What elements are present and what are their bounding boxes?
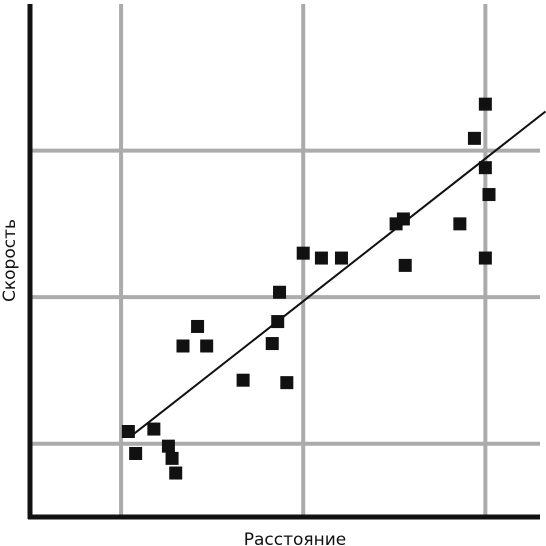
data-point-13 bbox=[273, 285, 287, 299]
data-point-6 bbox=[169, 466, 183, 480]
data-point-5 bbox=[165, 451, 179, 465]
data-point-22 bbox=[467, 131, 481, 145]
data-point-19 bbox=[396, 212, 410, 226]
data-point-3 bbox=[147, 422, 161, 436]
data-point-1 bbox=[121, 425, 135, 438]
data-point-16 bbox=[314, 251, 328, 265]
data-point-4 bbox=[161, 439, 175, 453]
data-point-25 bbox=[478, 251, 492, 265]
y-axis-label: Скорость bbox=[0, 219, 20, 302]
data-point-26 bbox=[482, 188, 496, 202]
data-point-11 bbox=[265, 337, 279, 351]
data-point-8 bbox=[191, 319, 205, 333]
data-point-10 bbox=[236, 373, 250, 387]
data-point-24 bbox=[478, 161, 492, 175]
data-point-20 bbox=[398, 258, 412, 272]
grid-lines bbox=[30, 4, 540, 517]
data-points bbox=[121, 97, 496, 480]
data-point-7 bbox=[176, 339, 190, 353]
data-point-12 bbox=[271, 315, 285, 329]
data-point-2 bbox=[129, 446, 143, 460]
trend-line bbox=[133, 110, 546, 435]
data-point-9 bbox=[200, 339, 214, 353]
data-point-23 bbox=[478, 97, 492, 111]
data-point-15 bbox=[296, 246, 310, 260]
data-point-21 bbox=[453, 217, 467, 231]
data-point-14 bbox=[280, 376, 294, 390]
x-axis-label: Расстояние bbox=[244, 530, 347, 546]
data-point-17 bbox=[334, 251, 348, 265]
